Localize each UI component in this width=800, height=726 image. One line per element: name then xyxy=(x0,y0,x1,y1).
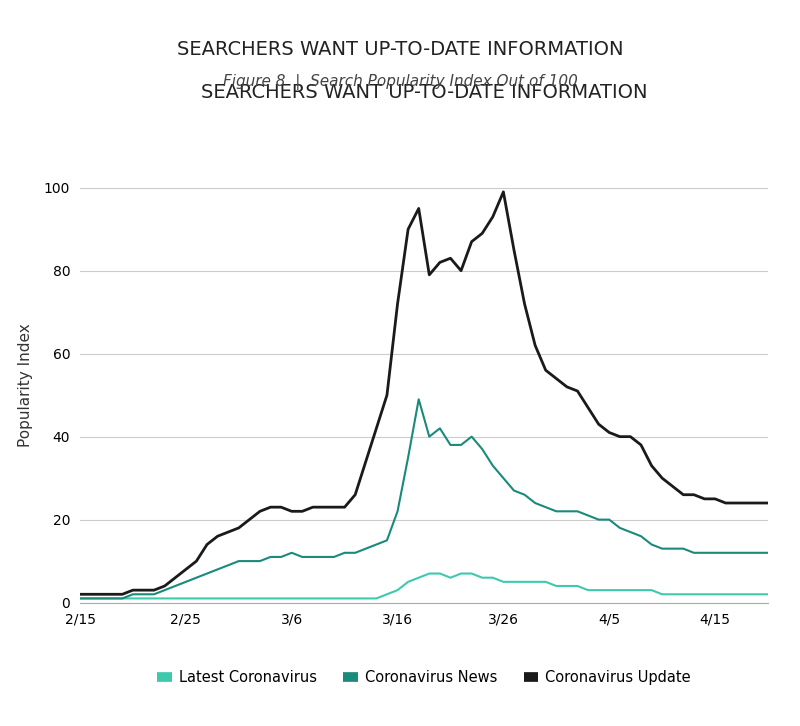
Coronavirus Update xyxy=(128,586,138,595)
Coronavirus News xyxy=(371,540,381,549)
Latest Coronavirus xyxy=(763,590,773,599)
Coronavirus Update xyxy=(763,499,773,507)
Coronavirus News xyxy=(75,594,85,603)
Coronavirus News xyxy=(128,590,138,599)
Coronavirus Update xyxy=(75,590,85,599)
Latest Coronavirus xyxy=(721,590,730,599)
Coronavirus Update xyxy=(371,424,381,433)
Coronavirus News xyxy=(626,528,635,537)
Coronavirus News xyxy=(414,395,423,404)
Coronavirus Update xyxy=(245,515,254,524)
Latest Coronavirus xyxy=(371,594,381,603)
Line: Latest Coronavirus: Latest Coronavirus xyxy=(80,574,768,598)
Coronavirus Update xyxy=(498,187,508,196)
Text: SEARCHERS WANT UP-TO-DATE INFORMATION: SEARCHERS WANT UP-TO-DATE INFORMATION xyxy=(177,40,623,59)
Coronavirus News xyxy=(763,548,773,557)
Coronavirus News xyxy=(287,548,297,557)
Latest Coronavirus xyxy=(626,586,635,595)
Latest Coronavirus xyxy=(245,594,254,603)
Latest Coronavirus xyxy=(128,594,138,603)
Coronavirus Update xyxy=(287,507,297,515)
Latest Coronavirus xyxy=(287,594,297,603)
Y-axis label: Popularity Index: Popularity Index xyxy=(18,323,33,446)
Coronavirus Update xyxy=(721,499,730,507)
Coronavirus Update xyxy=(626,432,635,441)
Title: SEARCHERS WANT UP-TO-DATE INFORMATION: SEARCHERS WANT UP-TO-DATE INFORMATION xyxy=(201,83,647,102)
Line: Coronavirus News: Coronavirus News xyxy=(80,399,768,598)
Coronavirus News xyxy=(721,548,730,557)
Line: Coronavirus Update: Coronavirus Update xyxy=(80,192,768,595)
Coronavirus News xyxy=(245,557,254,566)
Legend: Latest Coronavirus, Coronavirus News, Coronavirus Update: Latest Coronavirus, Coronavirus News, Co… xyxy=(151,664,697,691)
Text: Figure 8  |  Search Popularity Index Out of 100: Figure 8 | Search Popularity Index Out o… xyxy=(222,74,578,90)
Latest Coronavirus xyxy=(425,569,434,578)
Latest Coronavirus xyxy=(75,594,85,603)
